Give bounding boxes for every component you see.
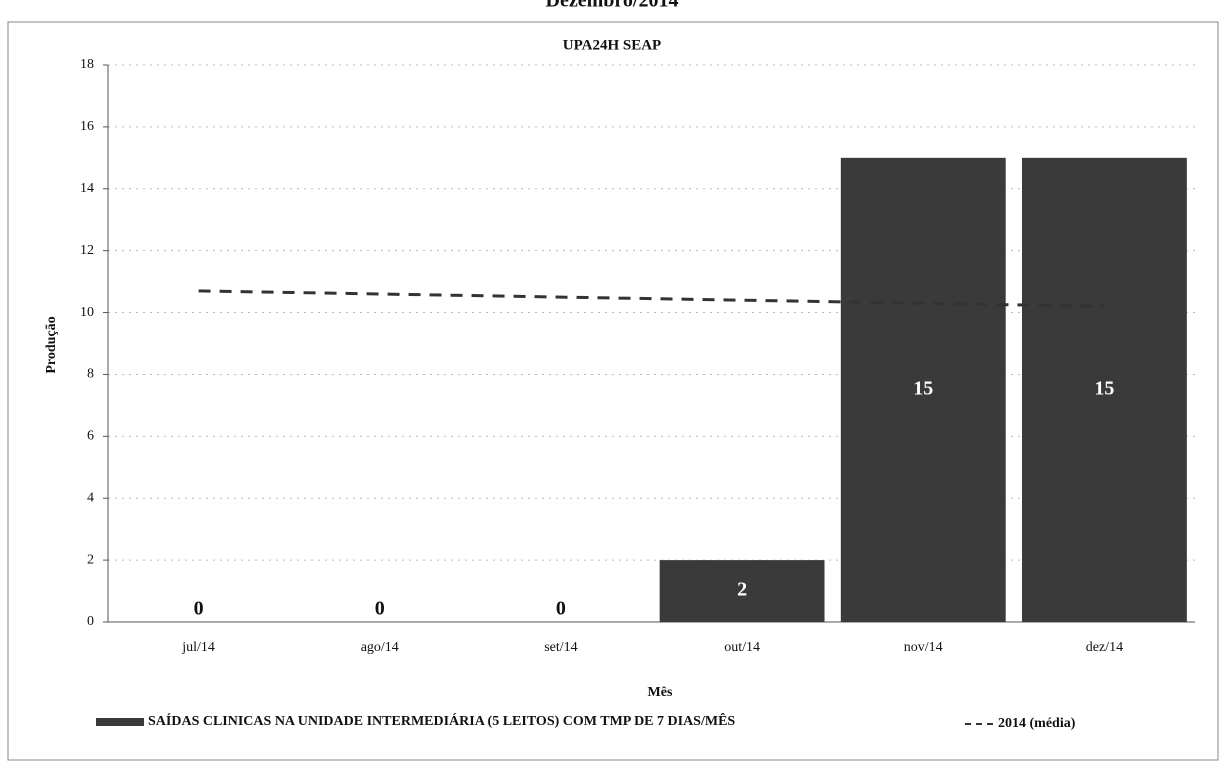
legend-swatch	[96, 718, 144, 726]
x-tick-label: nov/14	[904, 640, 943, 655]
y-tick-label: 10	[80, 305, 94, 320]
bar	[1021, 157, 1187, 623]
data-label: 0	[375, 598, 385, 620]
data-label: 0	[194, 598, 204, 620]
x-tick-label: jul/14	[181, 640, 215, 655]
page-header: Dezembro/2014	[546, 0, 679, 12]
x-tick-label: ago/14	[361, 640, 399, 655]
y-tick-label: 4	[87, 490, 94, 505]
average-line	[198, 289, 1105, 308]
legend-label: 2014 (média)	[998, 716, 1076, 731]
y-axis-label: Produção	[44, 316, 59, 373]
bar	[840, 157, 1006, 623]
data-label: 15	[1094, 378, 1114, 400]
data-label: 0	[556, 598, 566, 620]
data-label: 2	[737, 579, 747, 601]
y-tick-label: 8	[87, 367, 94, 382]
chart-frame	[7, 21, 1219, 761]
x-tick-label: dez/14	[1086, 640, 1123, 655]
x-tick-label: set/14	[544, 640, 577, 655]
y-tick-label: 14	[80, 181, 94, 196]
x-tick-label: out/14	[724, 640, 760, 655]
data-label: 15	[913, 378, 933, 400]
y-tick-label: 6	[87, 429, 94, 444]
chart-title: UPA24H SEAP	[563, 37, 661, 53]
y-tick-label: 0	[87, 614, 94, 629]
y-tick-label: 12	[80, 243, 94, 258]
y-tick-label: 2	[87, 552, 94, 567]
x-axis-label: Mês	[648, 685, 673, 700]
bar	[659, 560, 825, 622]
legend-label: SAÍDAS CLINICAS NA UNIDADE INTERMEDIÁRIA…	[148, 712, 735, 729]
y-tick-label: 16	[80, 119, 94, 134]
y-tick-label: 18	[80, 57, 94, 72]
